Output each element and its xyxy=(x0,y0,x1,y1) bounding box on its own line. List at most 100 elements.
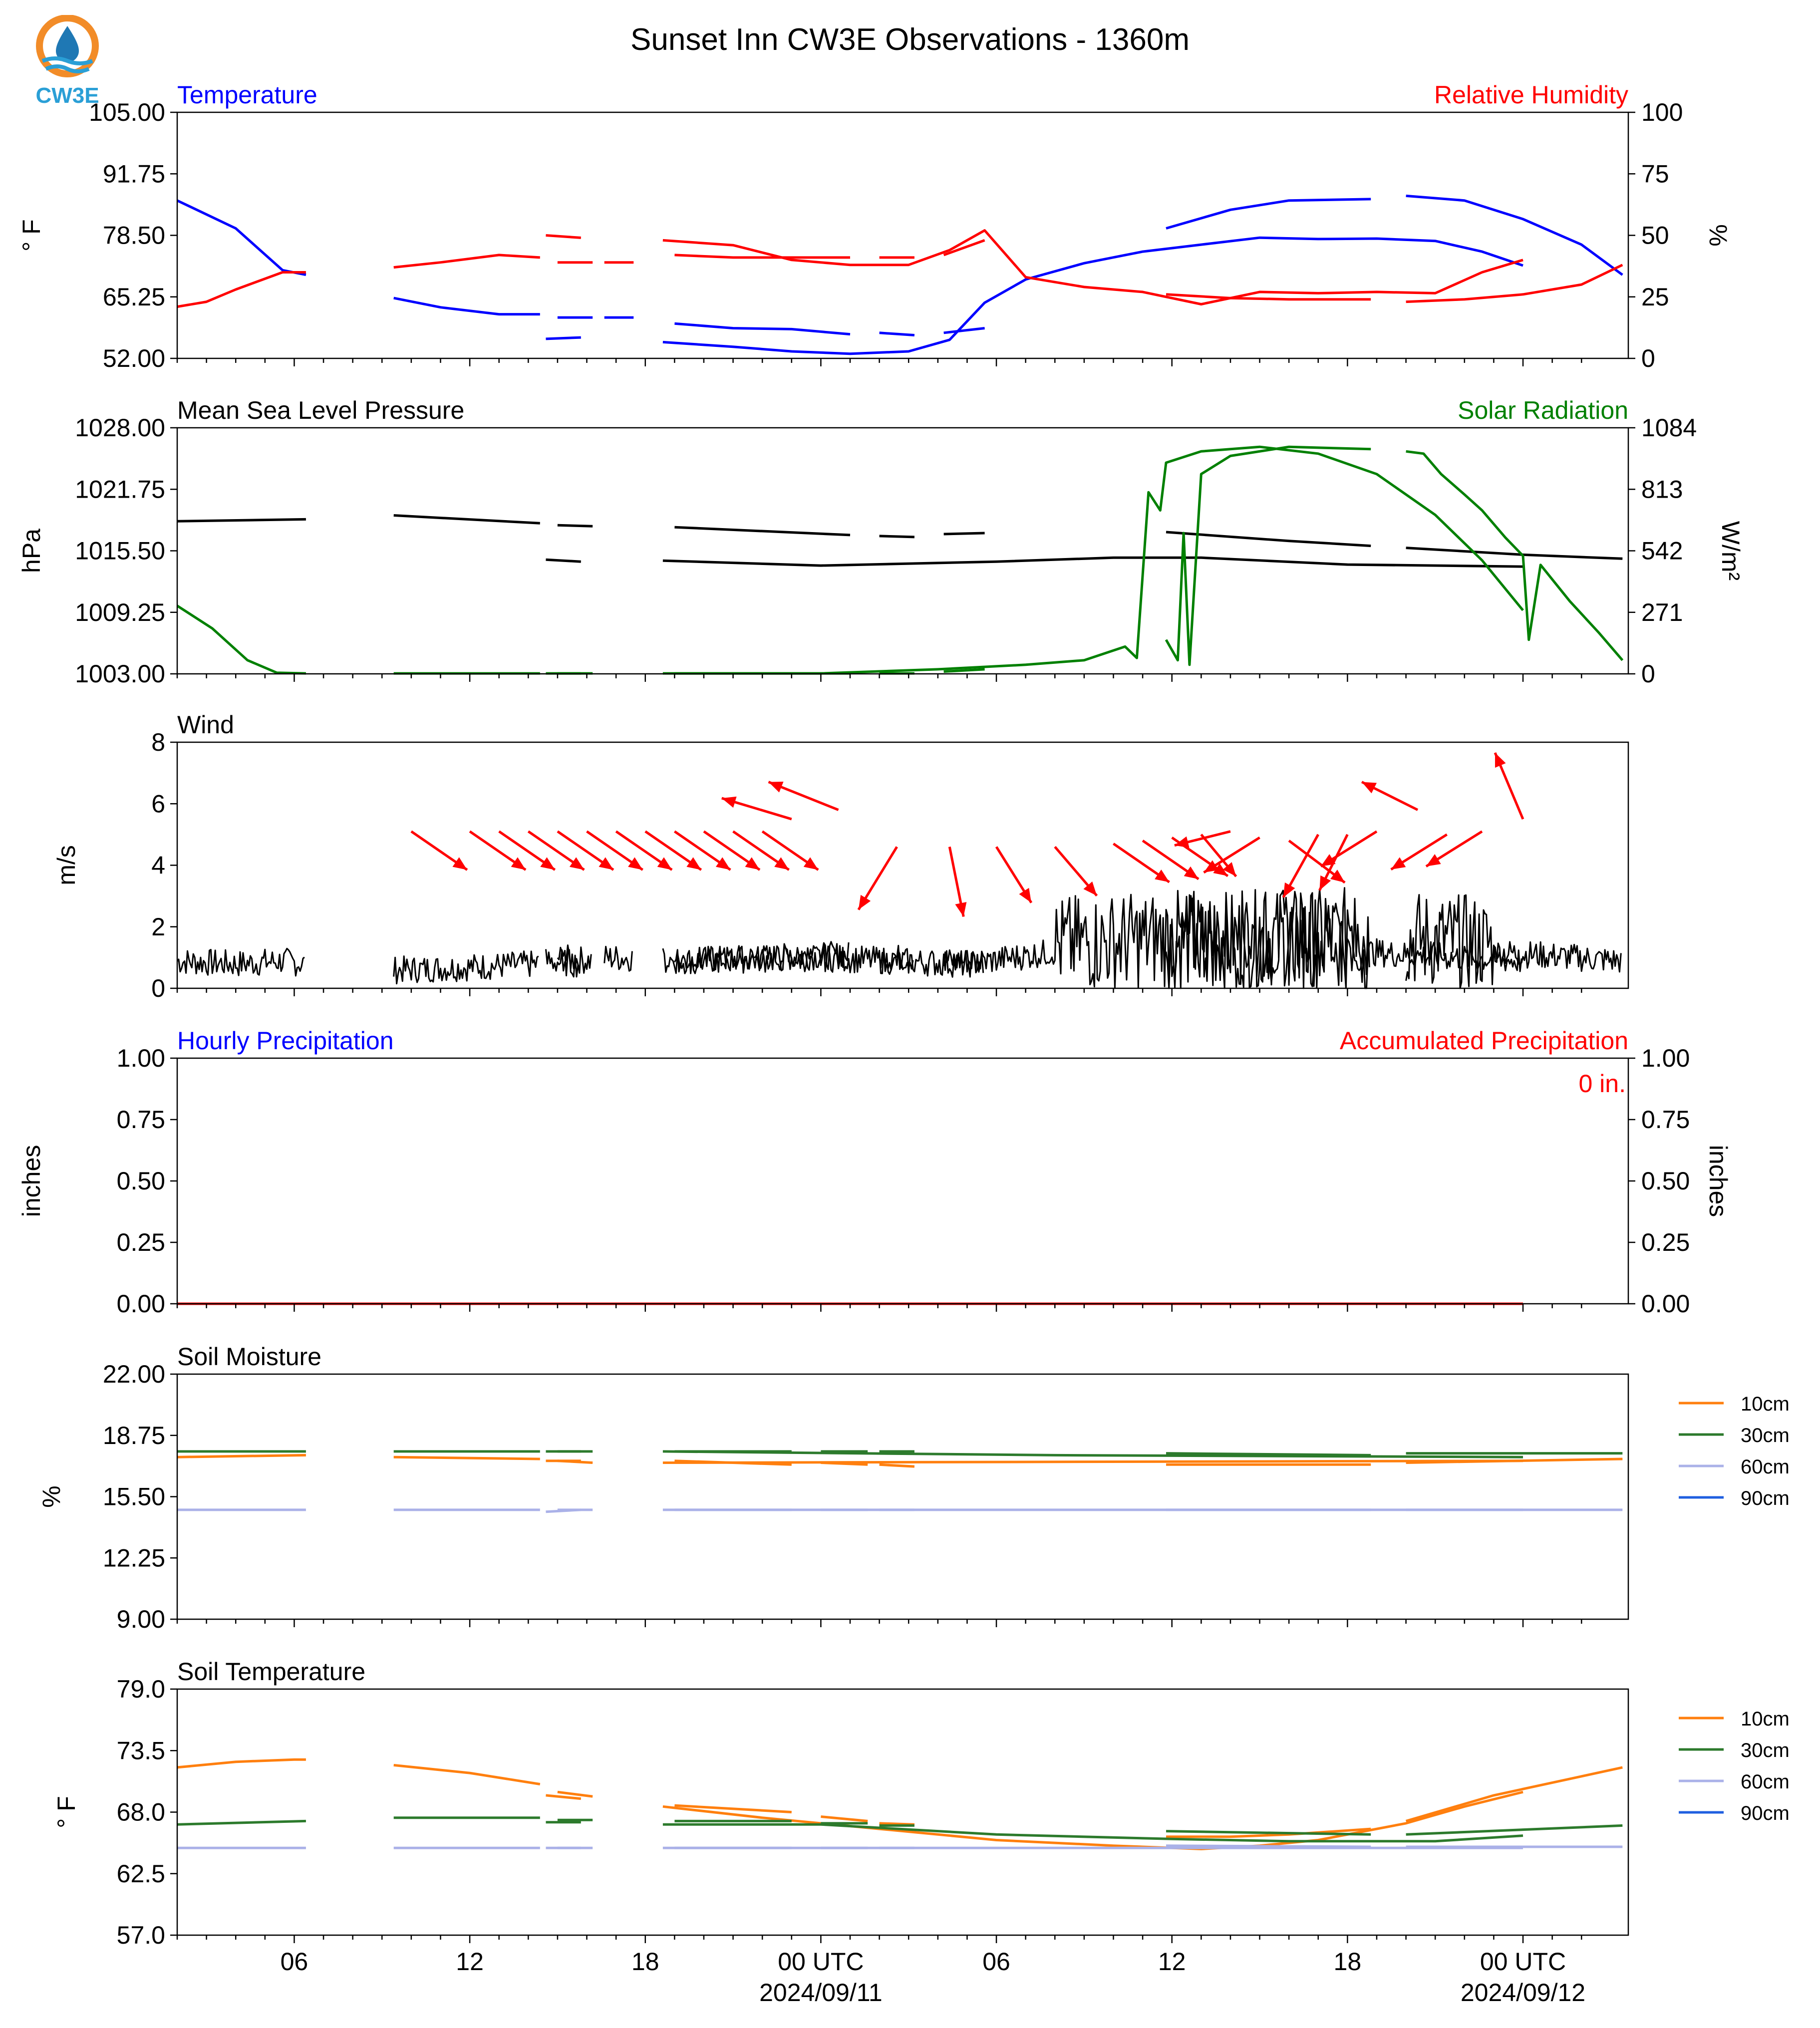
series-line-solar xyxy=(943,668,985,673)
x-tick-label: 06 xyxy=(281,1948,308,1976)
legend-label: 30cm xyxy=(1741,1739,1790,1761)
y-axis-label: ° F xyxy=(52,1796,80,1828)
panel-title: Soil Moisture xyxy=(177,1343,321,1371)
y2-tick-label: 50 xyxy=(1641,222,1669,250)
wind-arrow-head xyxy=(1283,882,1295,897)
series-line-d10 xyxy=(393,1455,540,1460)
series-line-d60 xyxy=(1166,1844,1371,1848)
series-line-wind_speed xyxy=(176,947,305,977)
plot-frame xyxy=(176,741,1629,989)
y-tick-label: 15.50 xyxy=(103,1483,165,1511)
series-line-humidity xyxy=(674,254,850,259)
wind-arrow-head xyxy=(1320,854,1336,867)
y-tick-label: 0 xyxy=(151,974,165,1002)
wind-arrow-head xyxy=(1362,782,1377,794)
y-tick-label: 57.0 xyxy=(117,1921,165,1949)
series-line-temperature xyxy=(943,327,985,334)
logo-wave xyxy=(45,64,90,73)
series-line-pressure xyxy=(674,526,851,537)
panel-title: Mean Sea Level Pressure xyxy=(177,396,464,424)
logo-text: CW3E xyxy=(35,83,99,108)
wind-arrow-head xyxy=(768,781,784,793)
series-line-d10 xyxy=(557,1790,593,1798)
y-tick-label: 4 xyxy=(151,852,165,879)
series-line-d10 xyxy=(546,1794,582,1800)
y-tick-label: 68.0 xyxy=(117,1798,165,1826)
series-line-humidity xyxy=(662,229,1523,305)
x-tick-label: 12 xyxy=(1158,1948,1186,1976)
panel-title: Temperature xyxy=(177,81,317,109)
wind-arrow-head xyxy=(1204,860,1219,873)
y2-tick-label: 813 xyxy=(1641,475,1683,503)
legend-label: 30cm xyxy=(1741,1425,1790,1447)
series-line-humidity xyxy=(546,234,581,239)
series-line-d30 xyxy=(662,1823,1523,1843)
series-line-d10 xyxy=(879,1822,914,1826)
y-tick-label: 105.00 xyxy=(89,98,165,126)
series-line-d10 xyxy=(662,1459,1523,1464)
legend-label: 10cm xyxy=(1741,1393,1790,1415)
panel-title-right: Relative Humidity xyxy=(1434,81,1628,109)
y2-tick-label: 0.25 xyxy=(1641,1228,1690,1256)
y-tick-label: 65.25 xyxy=(103,283,165,311)
panel-4: Hourly Precipitation Accumulated Precipit… xyxy=(17,1027,1732,1318)
series-line-d10 xyxy=(1166,1827,1371,1838)
y2-tick-label: 0 xyxy=(1641,344,1655,372)
y2-tick-label: 75 xyxy=(1641,160,1669,188)
series-line-d60 xyxy=(546,1508,581,1513)
panel-title: Hourly Precipitation xyxy=(177,1027,394,1055)
panel-title-right: Accumulated Precipitation xyxy=(1340,1027,1628,1055)
y-tick-label: 8 xyxy=(151,728,165,756)
x-tick-label: 06 xyxy=(982,1948,1010,1976)
x-tick-label: 18 xyxy=(1334,1948,1362,1976)
wind-arrow-head xyxy=(1184,866,1199,879)
series-line-temperature xyxy=(1406,194,1623,276)
panel-2: Mean Sea Level Pressure Solar Radiation 10… xyxy=(17,396,1745,688)
legend-label: 10cm xyxy=(1741,1708,1790,1730)
series-line-solar xyxy=(1406,450,1624,661)
y-tick-label: 9.00 xyxy=(117,1605,165,1633)
panel-1: Temperature Relative Humidity 105.00 91.75 7… xyxy=(17,81,1732,372)
series-line-d30 xyxy=(1406,1824,1623,1836)
series-line-wind_speed xyxy=(674,941,850,974)
series-line-pressure xyxy=(557,524,593,528)
series-line-solar xyxy=(662,445,1524,675)
wind-arrow-head xyxy=(452,857,467,870)
wind-arrow-head xyxy=(1019,887,1032,903)
series-line-d30 xyxy=(1166,1830,1371,1836)
plot-frame xyxy=(176,111,1629,359)
panel-title: Wind xyxy=(177,711,234,739)
wind-arrow-head xyxy=(511,857,526,870)
series-line-wind_speed xyxy=(1405,894,1622,989)
panel-5: Soil Moisture 22.00 18.75 15.50 12.25 9.00% 10… xyxy=(37,1343,1790,1633)
legend-label: 90cm xyxy=(1741,1802,1790,1824)
series-line-pressure xyxy=(1406,547,1623,560)
series-line-temperature xyxy=(393,296,540,316)
y2-tick-label: 25 xyxy=(1641,283,1669,311)
series-line-d10 xyxy=(177,1758,306,1769)
y-tick-label: 91.75 xyxy=(103,160,165,188)
y-tick-label: 0.75 xyxy=(117,1106,165,1134)
wind-arrow-head xyxy=(745,857,760,870)
y-tick-label: 0.00 xyxy=(117,1290,165,1318)
x-tick-label: 12 xyxy=(456,1948,484,1976)
series-line-temperature xyxy=(1166,198,1371,230)
page-title: Sunset Inn CW3E Observations - 1360m xyxy=(630,22,1190,57)
series-line-pressure xyxy=(943,532,985,536)
wind-arrow-head xyxy=(1222,862,1236,876)
series-line-solar xyxy=(176,604,306,675)
series-line-d30 xyxy=(1166,1452,1371,1456)
series-line-wind_speed xyxy=(604,945,633,972)
y-axis-label: ° F xyxy=(17,219,45,251)
series-line-humidity xyxy=(177,271,306,308)
plot-frame xyxy=(176,1373,1629,1620)
wind-arrow-head xyxy=(1213,863,1228,876)
logo-ring xyxy=(36,14,99,77)
series-line-temperature xyxy=(176,199,306,277)
wind-arrow-head xyxy=(955,902,967,917)
wind-arrow-head xyxy=(1391,857,1406,869)
y-tick-label: 12.25 xyxy=(103,1544,165,1572)
series-line-pressure xyxy=(177,518,306,523)
series-line-wind_speed xyxy=(393,950,539,985)
series-line-wind_speed xyxy=(662,889,1522,989)
